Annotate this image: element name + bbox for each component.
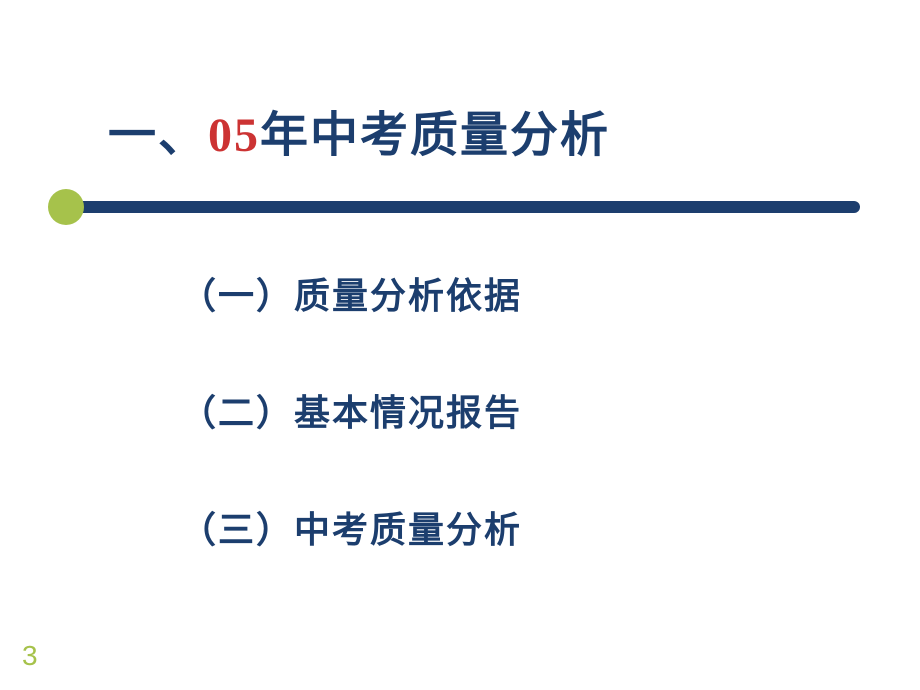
body-item-2: （二）基本情况报告: [180, 384, 920, 436]
body-item-1: （一）质量分析依据: [180, 267, 920, 319]
page-number: 3: [22, 640, 38, 672]
horizontal-rule: [66, 201, 860, 213]
title-underline: [48, 197, 860, 217]
slide-title: 一、05年中考质量分析: [108, 95, 920, 165]
body-area: （一）质量分析依据 （二）基本情况报告 （三）中考质量分析: [0, 217, 920, 553]
title-highlight: 05: [208, 109, 260, 162]
title-area: 一、05年中考质量分析: [0, 95, 920, 185]
title-suffix: 年中考质量分析: [260, 109, 610, 162]
slide-container: 一、05年中考质量分析 （一）质量分析依据 （二）基本情况报告 （三）中考质量分…: [0, 0, 920, 690]
body-item-3: （三）中考质量分析: [180, 501, 920, 553]
bullet-circle-icon: [48, 189, 84, 225]
title-prefix: 一、: [108, 109, 208, 162]
